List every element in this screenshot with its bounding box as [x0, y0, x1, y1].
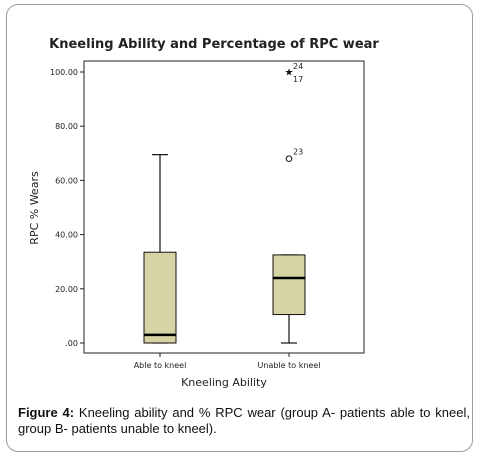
y-tick-label: .00	[65, 339, 78, 348]
plot-frame	[83, 60, 365, 354]
y-tick-label: 100.00	[50, 68, 78, 77]
y-tick-label: 80.00	[55, 122, 78, 131]
outliers-group: ★24 17 23	[285, 62, 303, 163]
outlier-circle	[285, 155, 293, 163]
boxes-group	[143, 154, 306, 344]
box-iqr	[272, 254, 306, 316]
y-tick-label: 20.00	[55, 285, 78, 294]
caption-text: Kneeling ability and % RPC wear (group A…	[18, 405, 470, 436]
box-iqr	[143, 251, 177, 344]
chart-title: Kneeling Ability and Percentage of RPC w…	[49, 37, 379, 52]
figure-label: Figure 4:	[18, 405, 75, 420]
figure-caption: Figure 4: Kneeling ability and % RPC wea…	[18, 405, 470, 437]
outlier-star: ★	[285, 68, 294, 79]
outlier-label: 24	[293, 62, 303, 71]
boxplot-chart: Kneeling Ability and Percentage of RPC w…	[28, 37, 379, 389]
x-tick-label: Able to kneel	[134, 361, 187, 370]
x-axis-label: Kneeling Ability	[181, 376, 267, 389]
box-1	[143, 154, 177, 344]
y-tick-label: 40.00	[55, 231, 78, 240]
box-2	[272, 254, 306, 344]
x-axis: Able to kneel Unable to kneel	[134, 353, 321, 370]
x-tick-label: Unable to kneel	[258, 361, 321, 370]
y-tick-label: 60.00	[55, 176, 78, 185]
outlier-label: 23	[293, 148, 303, 157]
y-axis-label: RPC % Wears	[28, 171, 41, 245]
y-axis: .00 20.00 40.00 60.00 80.00 100.00	[50, 68, 84, 348]
outlier-label: 17	[293, 75, 303, 84]
